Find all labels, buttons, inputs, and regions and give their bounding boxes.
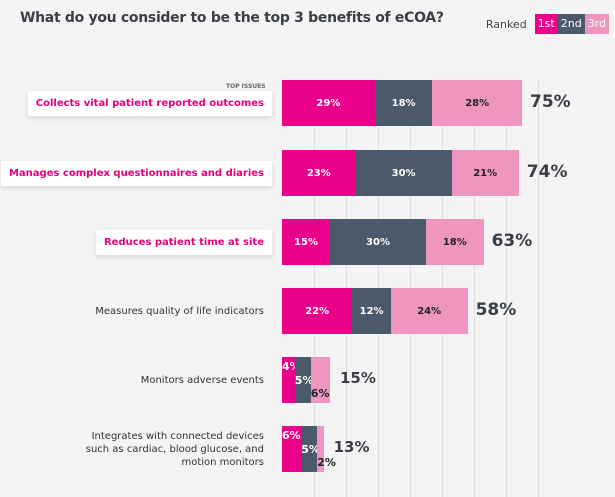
gridline bbox=[506, 80, 507, 497]
bar-segment-1st: 6% bbox=[282, 426, 302, 472]
data-label: 5% bbox=[294, 373, 314, 387]
category-label: Measures quality of life indicators bbox=[95, 305, 264, 317]
data-label: 30% bbox=[391, 167, 416, 179]
bar-segment-3rd: 6% bbox=[310, 357, 330, 403]
data-label: 2% bbox=[317, 456, 336, 469]
bar-segment-3rd: 18% bbox=[426, 219, 484, 265]
bar-segment-2nd: 5% bbox=[294, 357, 314, 403]
bar-segment-1st: 4% bbox=[282, 357, 301, 403]
bar-segment-3rd: 2% bbox=[317, 426, 336, 472]
legend-2nd: 2nd bbox=[557, 14, 585, 34]
total-label: 74% bbox=[526, 162, 568, 182]
bar-segment-3rd: 21% bbox=[451, 150, 519, 196]
bar-segment-3rd: 28% bbox=[432, 80, 522, 126]
gridline bbox=[474, 80, 475, 497]
data-label: 6% bbox=[310, 387, 330, 400]
category-label: Integrates with connected devices such a… bbox=[85, 430, 264, 468]
bar-segment-2nd: 30% bbox=[330, 219, 426, 265]
legend-3rd: 3rd bbox=[584, 14, 609, 34]
data-label: 30% bbox=[366, 236, 390, 248]
data-label: 18% bbox=[391, 97, 416, 109]
bar-segment-2nd: 18% bbox=[374, 80, 433, 126]
chart-title: What do you consider to be the top 3 ben… bbox=[20, 10, 444, 26]
legend-title: Ranked bbox=[485, 17, 527, 31]
gridline bbox=[538, 80, 539, 497]
data-label: 5% bbox=[301, 442, 320, 456]
total-label: 58% bbox=[475, 300, 517, 320]
data-label: 6% bbox=[282, 429, 301, 442]
data-label: 21% bbox=[473, 167, 498, 179]
bar-segment-2nd: 5% bbox=[301, 426, 320, 472]
bar-segment-1st: 15% bbox=[282, 219, 330, 265]
data-label: 29% bbox=[316, 97, 341, 109]
bar-segment-1st: 22% bbox=[282, 288, 353, 334]
category-label: Manages complex questionnaires and diari… bbox=[0, 160, 272, 186]
bar-segment-1st: 29% bbox=[282, 80, 375, 126]
data-label: 24% bbox=[417, 305, 442, 317]
column-header: TOP ISSUES bbox=[226, 83, 266, 90]
data-label: 18% bbox=[442, 236, 467, 248]
total-label: 15% bbox=[340, 369, 376, 387]
bar-segment-2nd: 12% bbox=[352, 288, 391, 334]
data-label: 12% bbox=[359, 305, 384, 317]
category-label: Monitors adverse events bbox=[140, 374, 264, 386]
total-label: 75% bbox=[530, 92, 571, 112]
data-label: 28% bbox=[465, 97, 490, 109]
legend: Ranked 1st 2nd 3rd bbox=[486, 14, 609, 34]
total-label: 63% bbox=[491, 231, 533, 251]
data-label: 22% bbox=[305, 305, 330, 317]
category-label: Reduces patient time at site bbox=[95, 229, 272, 255]
bar-segment-2nd: 30% bbox=[355, 150, 452, 196]
legend-1st: 1st bbox=[534, 14, 558, 34]
data-label: 23% bbox=[306, 167, 331, 179]
category-label: Collects vital patient reported outcomes bbox=[27, 90, 272, 116]
total-label: 13% bbox=[333, 438, 370, 456]
bar-segment-3rd: 24% bbox=[390, 288, 468, 334]
bar-segment-1st: 23% bbox=[282, 150, 356, 196]
data-label: 15% bbox=[294, 236, 318, 248]
